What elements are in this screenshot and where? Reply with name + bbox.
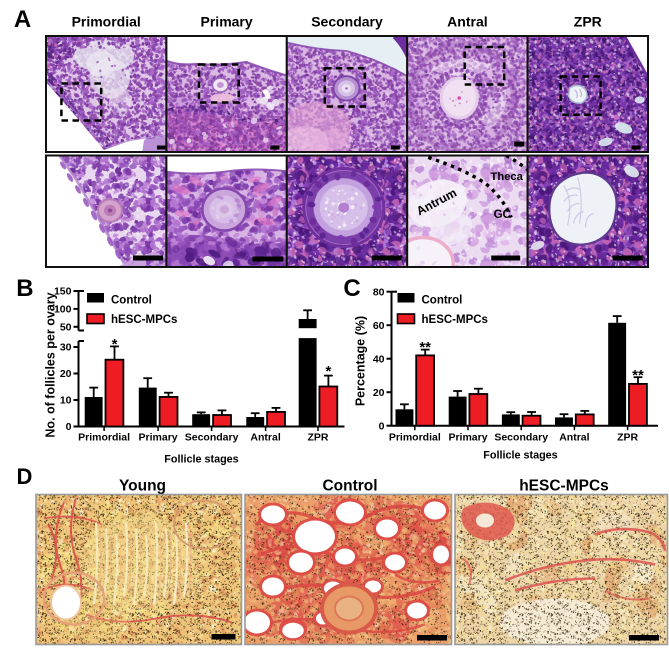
svg-text:ZPR: ZPR [308, 432, 329, 444]
svg-text:*: * [112, 336, 118, 353]
svg-text:ZPR: ZPR [574, 14, 602, 30]
svg-text:Percentage (%): Percentage (%) [354, 316, 368, 406]
svg-text:Primary: Primary [201, 14, 253, 30]
svg-text:10: 10 [60, 395, 72, 407]
svg-text:C: C [343, 275, 360, 302]
svg-text:Antral: Antral [250, 432, 280, 444]
svg-text:Secondary: Secondary [185, 432, 239, 444]
svg-text:hESC-MPCs: hESC-MPCs [519, 478, 609, 495]
svg-text:ZPR: ZPR [617, 432, 638, 444]
svg-text:**: ** [419, 339, 431, 356]
svg-text:hESC-MPCs: hESC-MPCs [422, 314, 488, 326]
svg-text:Primordial: Primordial [389, 432, 441, 444]
svg-text:D: D [17, 464, 33, 489]
svg-text:40: 40 [373, 353, 385, 365]
svg-text:100: 100 [54, 304, 72, 316]
svg-text:Control: Control [322, 478, 377, 495]
svg-text:**: ** [632, 367, 644, 384]
svg-text:80: 80 [373, 286, 385, 298]
svg-text:Secondary: Secondary [311, 14, 383, 30]
svg-text:20: 20 [60, 368, 72, 380]
svg-text:Antral: Antral [559, 432, 589, 444]
svg-text:50: 50 [60, 321, 72, 333]
svg-text:Primordial: Primordial [72, 14, 141, 30]
svg-text:0: 0 [379, 420, 385, 432]
svg-text:Primary: Primary [139, 432, 178, 444]
svg-text:Antral: Antral [447, 14, 487, 30]
svg-text:30: 30 [60, 342, 72, 354]
svg-text:hESC-MPCs: hESC-MPCs [111, 314, 177, 326]
svg-text:Secondary: Secondary [494, 432, 548, 444]
svg-text:Primordial: Primordial [78, 432, 130, 444]
svg-text:Young: Young [119, 478, 166, 495]
svg-text:*: * [325, 363, 331, 380]
svg-text:Control: Control [111, 295, 152, 307]
svg-text:Follicle stages: Follicle stages [483, 450, 557, 462]
svg-text:A: A [14, 6, 31, 33]
svg-text:Primary: Primary [448, 432, 487, 444]
svg-text:20: 20 [373, 387, 385, 399]
svg-text:Control: Control [422, 295, 463, 307]
svg-text:No. of follicles per ovary: No. of follicles per ovary [44, 292, 58, 437]
svg-text:GC: GC [494, 209, 511, 221]
svg-text:0: 0 [66, 421, 72, 433]
svg-text:B: B [16, 275, 33, 302]
svg-text:Theca: Theca [491, 171, 524, 183]
svg-text:60: 60 [373, 320, 385, 332]
svg-text:Follicle stages: Follicle stages [164, 454, 238, 466]
svg-text:150: 150 [54, 286, 72, 298]
